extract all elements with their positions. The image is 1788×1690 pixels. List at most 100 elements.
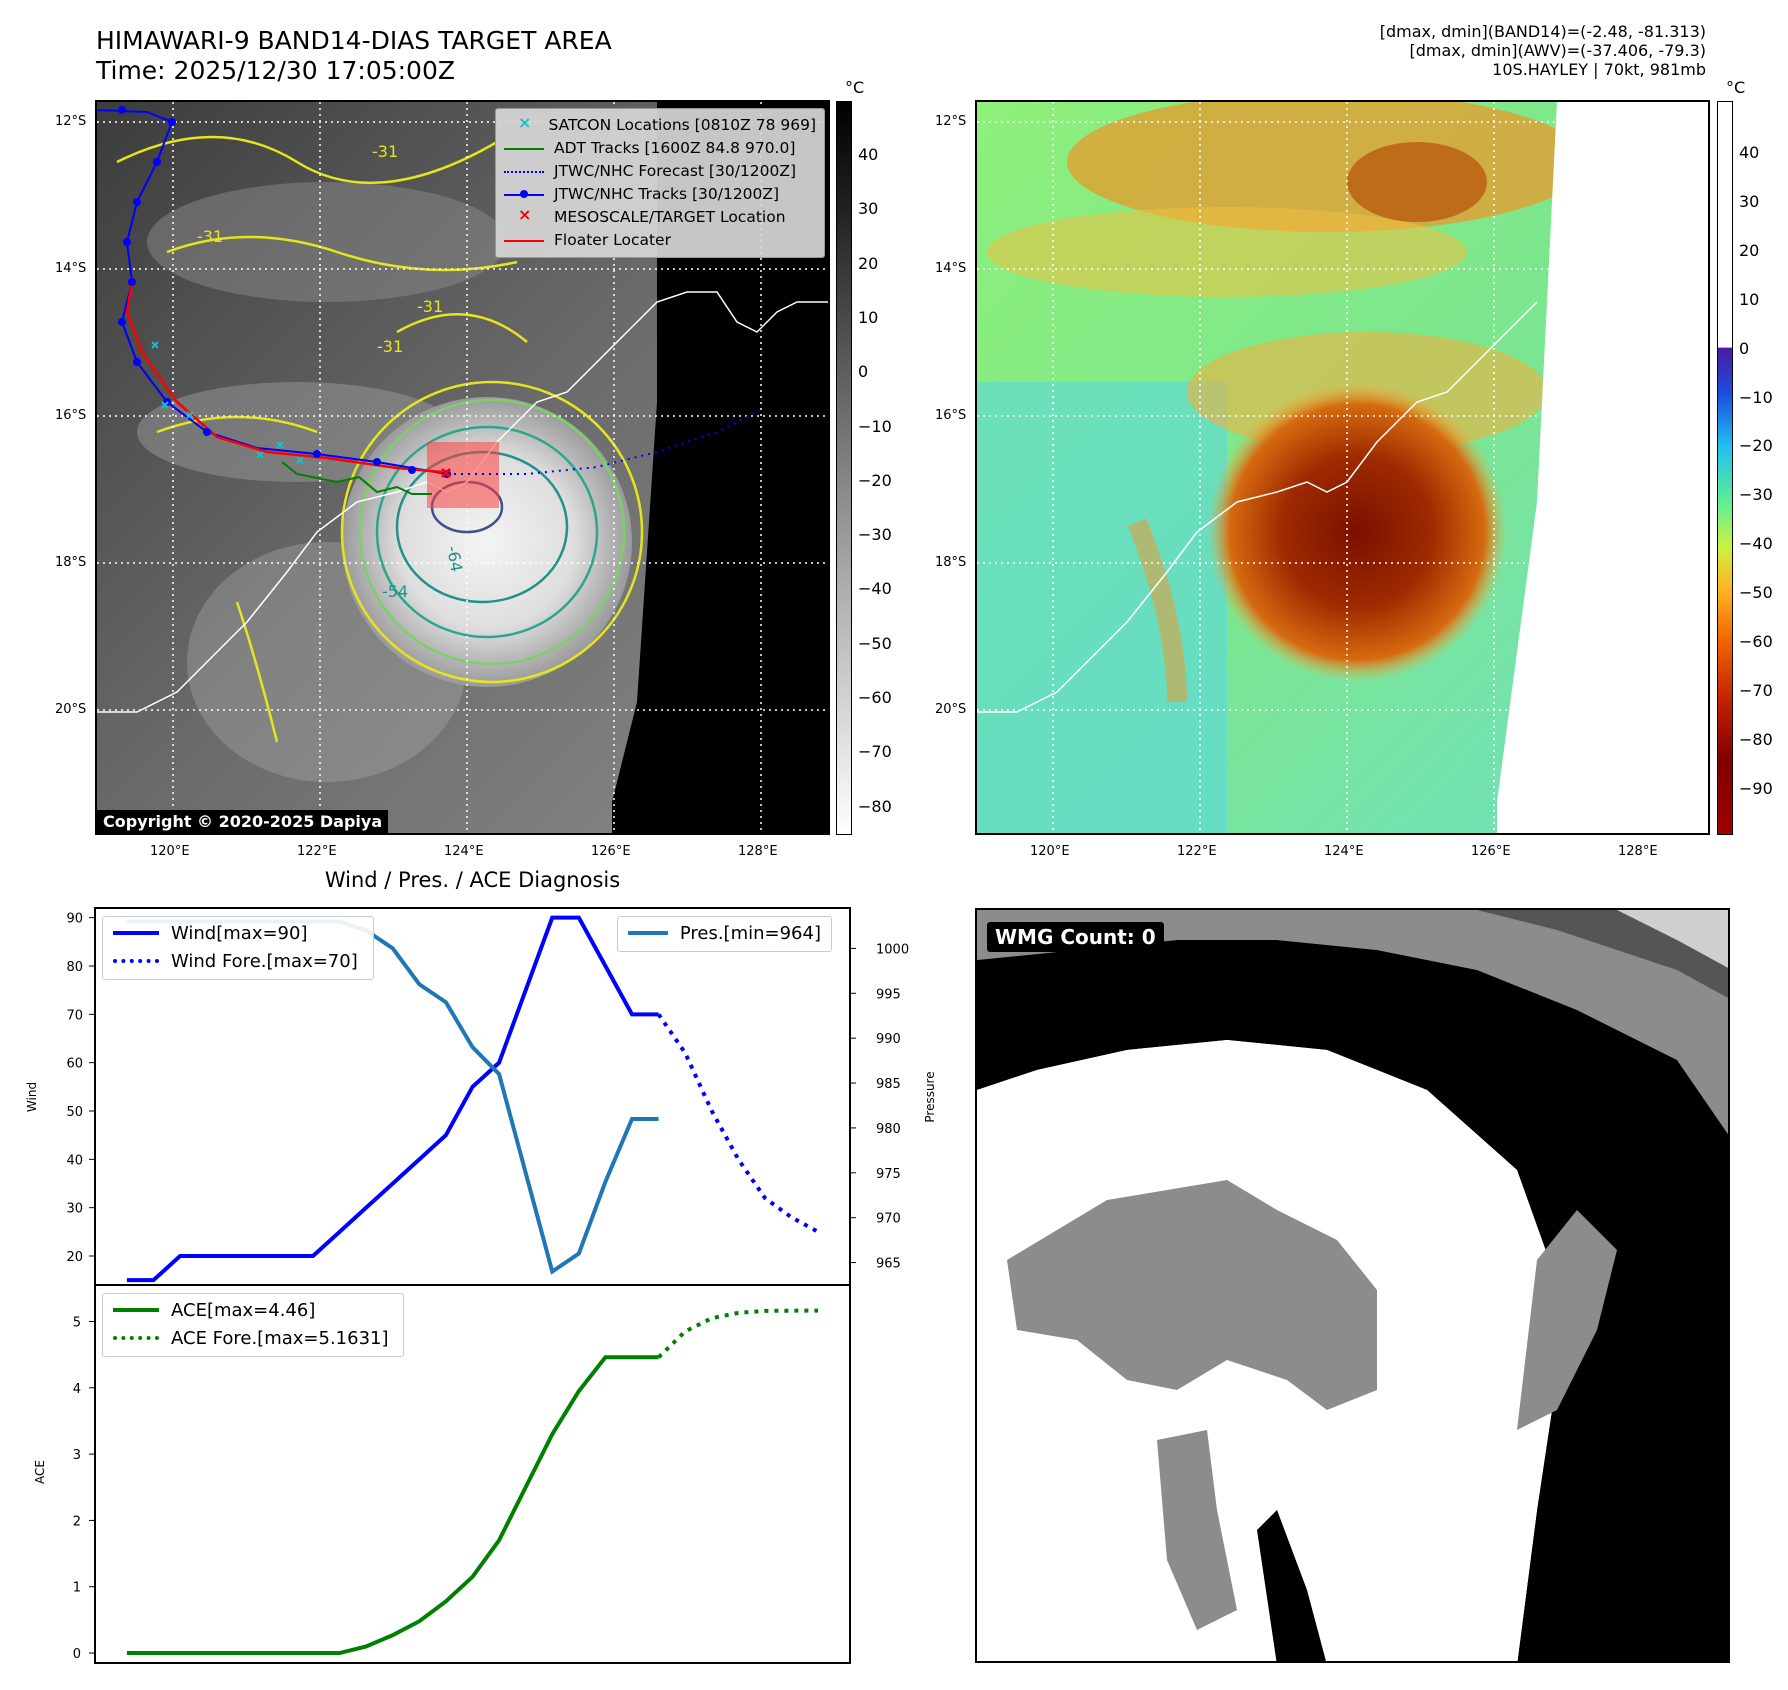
ace-line-icon (113, 1308, 159, 1312)
target-x-icon: × (518, 204, 532, 224)
awv-colorbar-tick: −60 (1739, 632, 1773, 651)
legend-item-floater: Floater Locater (504, 228, 816, 251)
diagnosis-title: Wind / Pres. / ACE Diagnosis (324, 868, 621, 892)
ir-map-panel[interactable]: -31 -31 -31 -31 -64 -54 Copyright © 2020… (95, 100, 830, 835)
ir-colorbar (836, 101, 852, 835)
legend-item-target: × MESOSCALE/TARGET Location (504, 205, 816, 228)
legend-item-ace-forecast: ACE Fore.[max=5.1631] (113, 1324, 393, 1352)
awv-colorbar-tick: 40 (1739, 143, 1760, 162)
wmg-count-badge: WMG Count: 0 (987, 922, 1164, 952)
legend-item-forecast: JTWC/NHC Forecast [30/1200Z] (504, 159, 816, 182)
floater-line-icon (504, 233, 544, 247)
wind-y-tick-label: 90 (66, 912, 83, 927)
stats-readout: [dmax, dmin](BAND14)=(-2.48, -81.313) [d… (1106, 22, 1706, 79)
ace-series-line-1 (657, 1308, 819, 1359)
legend-item-wind: Wind[max=90] (113, 919, 363, 947)
ace-y-tick-label: 5 (73, 1315, 81, 1330)
contour-label: -31 (377, 337, 403, 356)
awv-colorbar-tick: 0 (1739, 338, 1750, 358)
wind-y-tick-label: 40 (66, 1153, 83, 1168)
legend-item-wind-forecast: Wind Fore.[max=70] (113, 947, 363, 975)
wind-forecast-dotted-icon (113, 959, 159, 963)
lon-label: 122°E (297, 844, 337, 859)
pressure-y-tick-label: 980 (876, 1122, 901, 1137)
wind-y-tick-label: 70 (66, 1008, 83, 1023)
lon-label: 124°E (444, 844, 484, 859)
lon-label: 120°E (1030, 844, 1070, 859)
lon-label: 120°E (150, 844, 190, 859)
awv-colorbar-tick: −80 (1739, 729, 1773, 749)
pressure-axis-label: Pressure (923, 1071, 937, 1123)
wind-legend: Wind[max=90] Wind Fore.[max=70] (102, 916, 374, 980)
pressure-y-tick-label: 965 (876, 1257, 901, 1272)
wind-y-tick-label: 50 (66, 1105, 83, 1120)
ir-colorbar-tick: 30 (858, 199, 879, 219)
pressure-y-tick-label: 1000 (876, 942, 909, 957)
lon-label: 122°E (1177, 844, 1217, 859)
awv-map-panel[interactable] (975, 100, 1710, 835)
ir-colorbar-tick: −50 (858, 633, 892, 653)
legend-item-pressure: Pres.[min=964] (628, 919, 821, 947)
lon-label: 128°E (1618, 844, 1658, 859)
lat-label: 16°S (935, 408, 967, 423)
lat-label: 14°S (935, 261, 967, 276)
ir-colorbar-tick: −10 (858, 416, 892, 436)
ir-colorbar-unit: °C (845, 78, 865, 97)
ir-colorbar-tick: −70 (858, 742, 892, 762)
lon-label: 126°E (1471, 844, 1511, 859)
adt-line-icon (504, 141, 544, 155)
ir-colorbar-tick: 0 (858, 362, 869, 382)
awv-colorbar-tick: −90 (1739, 778, 1773, 798)
lat-label: 12°S (55, 114, 87, 129)
forecast-dotted-icon (504, 164, 544, 178)
awv-colorbar-unit: °C (1726, 78, 1746, 97)
ir-colorbar-tick: −40 (858, 579, 892, 599)
ace-axis-label: ACE (33, 1460, 47, 1484)
awv-colorbar-tick: −30 (1739, 485, 1773, 505)
lat-label: 18°S (55, 555, 87, 570)
map-legend: × SATCON Locations [0810Z 78 969] ADT Tr… (495, 108, 825, 258)
contour-label: -54 (382, 582, 408, 601)
ace-forecast-dotted-icon (113, 1336, 159, 1340)
ace-y-tick-label: 0 (73, 1647, 81, 1662)
wind-y-tick-label: 80 (66, 960, 83, 975)
awv-colorbar-tick: 30 (1739, 191, 1760, 211)
ir-colorbar-tick: 10 (858, 307, 879, 327)
wmg-image (977, 910, 1728, 1661)
copyright-badge: Copyright © 2020-2025 Dapiya (97, 810, 389, 833)
lat-label: 14°S (55, 261, 87, 276)
legend-item-adt: ADT Tracks [1600Z 84.8 970.0] (504, 136, 816, 159)
pressure-legend: Pres.[min=964] (617, 916, 832, 952)
ir-colorbar-tick: 40 (858, 145, 879, 164)
ace-y-tick-label: 2 (73, 1514, 81, 1529)
lon-label: 128°E (738, 844, 778, 859)
contour-label: -31 (372, 142, 398, 161)
storm-info: 10S.HAYLEY | 70kt, 981mb (1492, 60, 1706, 79)
ace-legend: ACE[max=4.46] ACE Fore.[max=5.1631] (102, 1293, 404, 1357)
ir-colorbar-tick: −60 (858, 688, 892, 707)
lat-label: 12°S (935, 114, 967, 129)
ace-y-tick-label: 1 (73, 1581, 81, 1596)
pressure-y-tick-label: 970 (876, 1212, 901, 1227)
pressure-y-tick-label: 990 (876, 1032, 901, 1047)
lat-label: 16°S (55, 408, 87, 423)
awv-colorbar (1717, 101, 1733, 835)
contour-label: -64 (443, 544, 466, 573)
ir-colorbar-tick: −20 (858, 470, 892, 490)
pressure-line-icon (628, 931, 668, 935)
pressure-y-tick-label: 995 (876, 987, 901, 1002)
awv-colorbar-tick: −70 (1739, 680, 1773, 700)
awv-colorbar-tick: −10 (1739, 387, 1773, 407)
wind-axis-label: Wind (25, 1081, 39, 1113)
lon-label: 126°E (591, 844, 631, 859)
ir-colorbar-tick: −80 (858, 796, 892, 816)
wmg-panel[interactable]: WMG Count: 0 (975, 908, 1730, 1663)
ace-y-tick-label: 4 (73, 1382, 81, 1397)
title-line-2: Time: 2025/12/30 17:05:00Z (96, 56, 455, 85)
lat-label: 20°S (55, 702, 87, 717)
awv-map-image (977, 102, 1708, 833)
ace-series-line-0 (126, 1355, 659, 1656)
title-line-1: HIMAWARI-9 BAND14-DIAS TARGET AREA (96, 26, 612, 55)
satcon-x-icon: × (518, 112, 532, 132)
stats-awv: [dmax, dmin](AWV)=(-37.406, -79.3) (1409, 41, 1706, 60)
